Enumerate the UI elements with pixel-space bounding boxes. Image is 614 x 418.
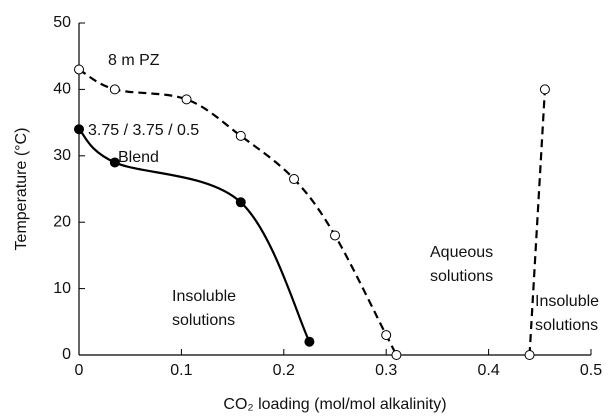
y-axis-label: Temperature (°C) (13, 128, 30, 251)
x-tick-label: 0.5 (580, 362, 602, 379)
x-tick-label: 0.2 (273, 362, 295, 379)
data-point (109, 84, 120, 95)
annotation: solutions (430, 268, 493, 285)
data-point (289, 174, 300, 185)
y-tick-label: 50 (53, 14, 71, 31)
y-tick-label: 0 (62, 346, 71, 363)
annotation: Aqueous (430, 244, 493, 261)
data-point (330, 230, 340, 241)
data-point (235, 130, 246, 141)
y-tick-label: 40 (53, 81, 71, 98)
annotation: solutions (535, 317, 598, 334)
data-point (524, 350, 535, 360)
data-point (74, 64, 84, 75)
annotation: 8 m PZ (108, 52, 160, 69)
annotation: Insoluble (535, 293, 599, 310)
series-line (78, 128, 311, 343)
annotation: solutions (172, 312, 235, 329)
x-tick-label: 0.4 (477, 362, 499, 379)
y-tick-label: 20 (53, 213, 71, 230)
data-point (109, 157, 120, 168)
data-point (74, 124, 84, 135)
annotation: 3.75 / 3.75 / 0.5 (88, 122, 199, 139)
data-point (181, 94, 192, 105)
annotation: Insoluble (172, 288, 236, 305)
series-line (528, 89, 547, 356)
x-tick-label: 0 (75, 362, 84, 379)
data-point (235, 197, 246, 208)
x-tick-label: 0.1 (170, 362, 192, 379)
y-tick-label: 10 (53, 280, 71, 297)
x-tick-label: 0.3 (375, 362, 397, 379)
data-point (304, 336, 315, 347)
annotation: Blend (118, 149, 159, 166)
x-axis-label: CO₂ loading (mol/mol alkalinity) (223, 396, 446, 413)
data-point (381, 330, 392, 341)
y-tick-label: 30 (53, 147, 71, 164)
data-point (391, 350, 402, 360)
data-point (539, 84, 550, 95)
series-line (78, 68, 398, 356)
